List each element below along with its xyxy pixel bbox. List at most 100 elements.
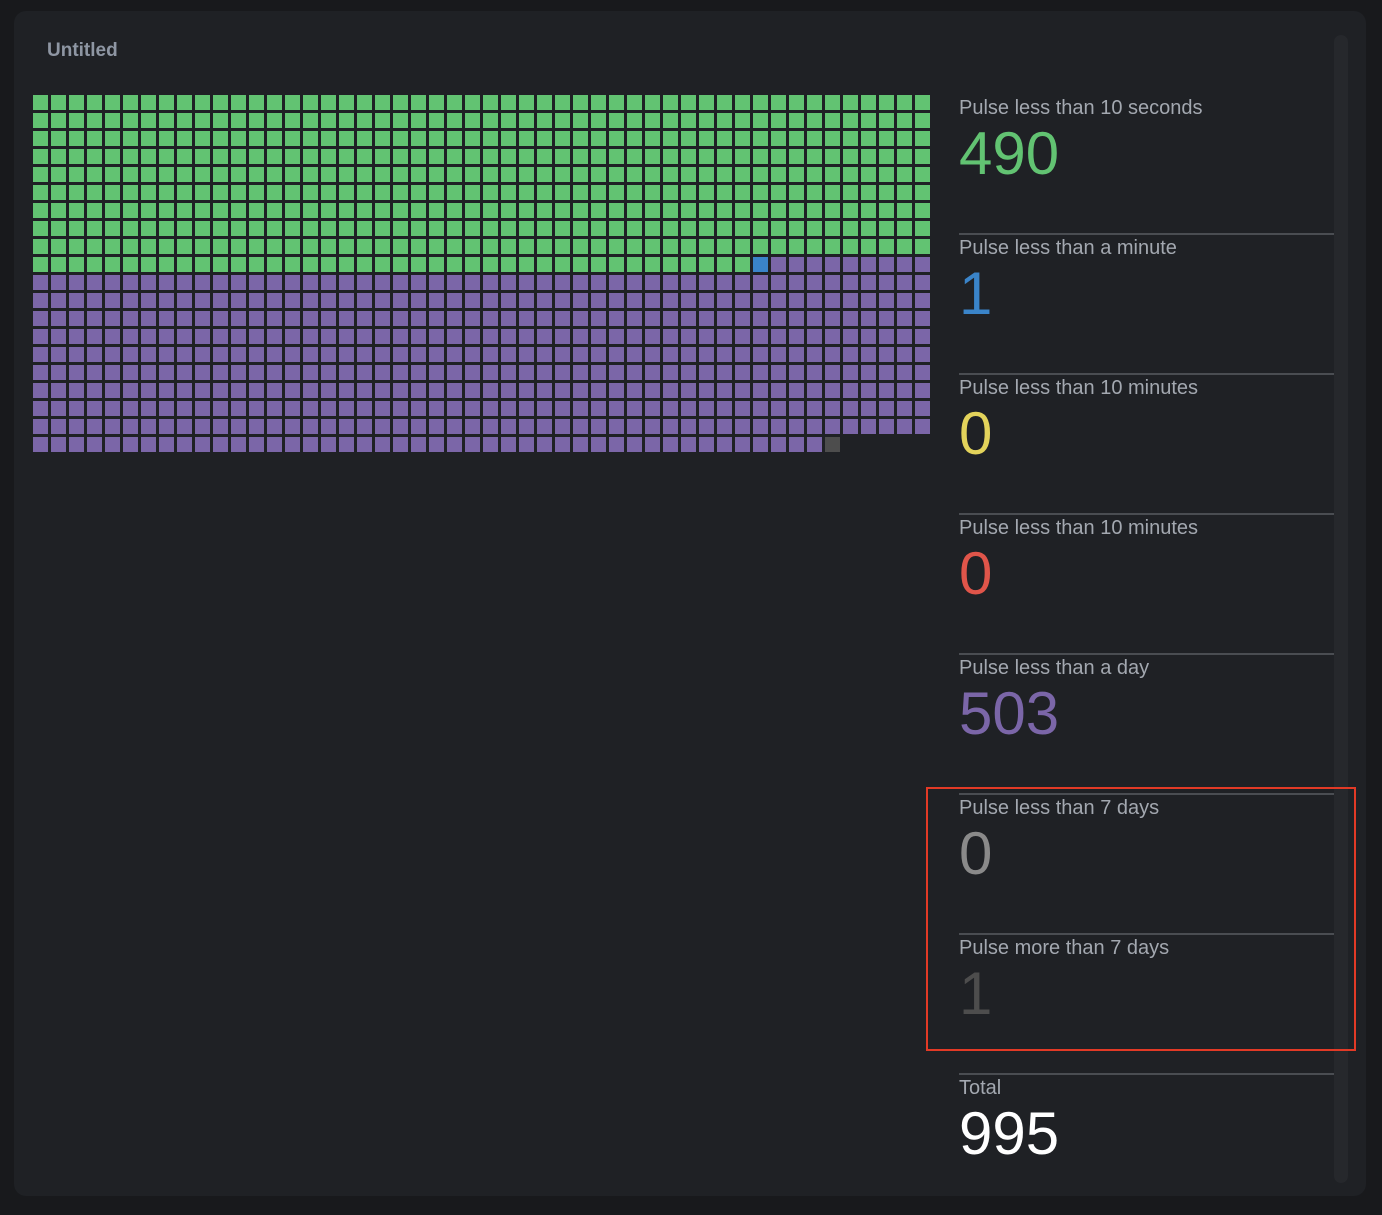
waffle-cell <box>285 185 300 200</box>
waffle-cell <box>249 347 264 362</box>
waffle-cell <box>555 311 570 326</box>
waffle-cell <box>519 239 534 254</box>
waffle-cell <box>51 401 66 416</box>
waffle-cell <box>123 185 138 200</box>
waffle-cell <box>303 113 318 128</box>
waffle-cell <box>465 419 480 434</box>
waffle-cell <box>519 401 534 416</box>
waffle-cell <box>447 185 462 200</box>
waffle-cell <box>177 95 192 110</box>
waffle-cell <box>429 167 444 182</box>
waffle-cell <box>537 185 552 200</box>
waffle-cell <box>537 113 552 128</box>
waffle-cell <box>573 365 588 380</box>
waffle-cell <box>897 185 912 200</box>
scrollbar[interactable] <box>1334 35 1348 1183</box>
waffle-cell <box>357 239 372 254</box>
waffle-cell <box>105 275 120 290</box>
waffle-cell <box>447 149 462 164</box>
waffle-cell <box>807 185 822 200</box>
waffle-cell <box>87 257 102 272</box>
waffle-cell <box>141 203 156 218</box>
waffle-cell <box>69 167 84 182</box>
waffle-cell <box>609 329 624 344</box>
waffle-cell <box>159 311 174 326</box>
waffle-cell <box>645 167 660 182</box>
waffle-cell <box>645 275 660 290</box>
waffle-cell <box>267 383 282 398</box>
waffle-cell <box>627 419 642 434</box>
waffle-cell <box>537 293 552 308</box>
waffle-cell <box>141 419 156 434</box>
waffle-cell <box>555 383 570 398</box>
waffle-cell <box>861 311 876 326</box>
waffle-cell <box>177 257 192 272</box>
waffle-cell <box>33 275 48 290</box>
waffle-cell <box>609 311 624 326</box>
waffle-cell <box>879 329 894 344</box>
waffle-cell <box>789 293 804 308</box>
waffle-cell <box>501 329 516 344</box>
waffle-cell <box>861 167 876 182</box>
waffle-cell <box>627 149 642 164</box>
waffle-cell <box>105 131 120 146</box>
waffle-cell <box>429 275 444 290</box>
waffle-cell <box>483 275 498 290</box>
waffle-cell <box>339 365 354 380</box>
stat-item: Pulse less than a day 503 <box>959 655 1334 795</box>
waffle-cell <box>105 293 120 308</box>
waffle-cell <box>321 113 336 128</box>
waffle-cell <box>789 347 804 362</box>
waffle-cell <box>141 167 156 182</box>
waffle-cell <box>861 383 876 398</box>
waffle-cell <box>663 221 678 236</box>
waffle-cell <box>177 167 192 182</box>
waffle-cell <box>735 275 750 290</box>
waffle-cell <box>159 275 174 290</box>
waffle-cell <box>663 167 678 182</box>
waffle-cell <box>69 419 84 434</box>
waffle-cell <box>267 365 282 380</box>
waffle-cell <box>303 275 318 290</box>
waffle-cell <box>879 149 894 164</box>
waffle-cell <box>573 167 588 182</box>
waffle-cell <box>663 239 678 254</box>
waffle-cell <box>51 239 66 254</box>
waffle-cell <box>69 401 84 416</box>
waffle-cell <box>429 293 444 308</box>
waffle-cell <box>915 95 930 110</box>
waffle-cell <box>555 293 570 308</box>
waffle-cell <box>609 257 624 272</box>
waffle-cell <box>411 239 426 254</box>
waffle-cell <box>87 131 102 146</box>
waffle-cell <box>195 419 210 434</box>
waffle-cell <box>69 311 84 326</box>
waffle-cell <box>141 329 156 344</box>
waffle-cell <box>807 167 822 182</box>
waffle-cell <box>231 419 246 434</box>
waffle-cell <box>213 347 228 362</box>
waffle-cell <box>915 401 930 416</box>
waffle-cell <box>411 365 426 380</box>
waffle-cell <box>195 221 210 236</box>
dashboard-panel: Untitled Pulse less than 10 seconds 490 Pu… <box>14 11 1366 1196</box>
waffle-cell <box>465 365 480 380</box>
waffle-cell <box>267 149 282 164</box>
waffle-cell <box>339 257 354 272</box>
waffle-cell <box>645 311 660 326</box>
waffle-cell <box>645 257 660 272</box>
waffle-cell <box>429 311 444 326</box>
waffle-cell <box>501 275 516 290</box>
waffle-cell <box>87 365 102 380</box>
waffle-cell <box>789 383 804 398</box>
waffle-cell <box>321 257 336 272</box>
waffle-cell <box>825 365 840 380</box>
waffle-cell <box>843 203 858 218</box>
waffle-cell <box>501 293 516 308</box>
waffle-cell <box>501 185 516 200</box>
stat-value: 1 <box>959 960 993 1027</box>
waffle-cell <box>159 347 174 362</box>
waffle-cell <box>375 185 390 200</box>
waffle-cell <box>771 113 786 128</box>
waffle-cell <box>861 419 876 434</box>
